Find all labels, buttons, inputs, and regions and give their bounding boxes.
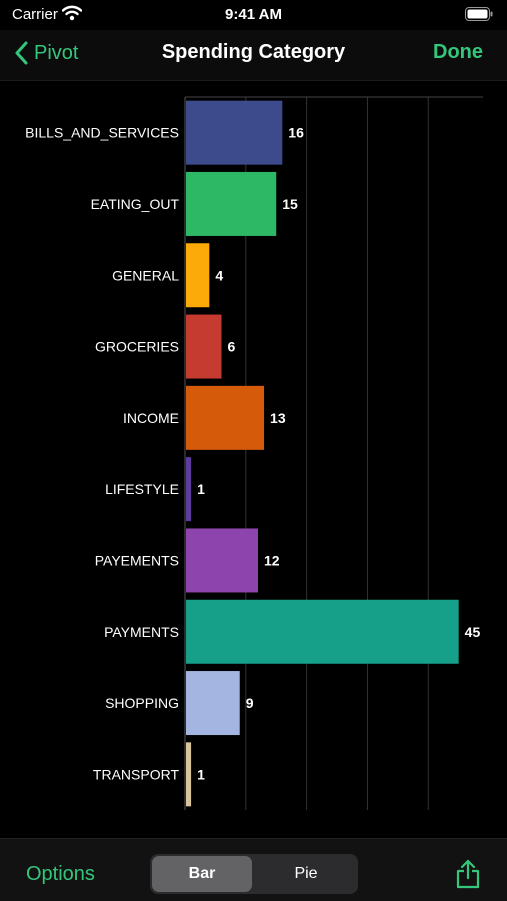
value-label: 15 (282, 196, 298, 212)
bar-income[interactable] (186, 385, 265, 450)
category-label: PAYMENTS (104, 624, 179, 640)
category-label: GENERAL (112, 267, 179, 283)
value-label: 4 (215, 267, 223, 283)
value-label: 45 (465, 624, 481, 640)
battery-icon (465, 7, 493, 26)
done-button[interactable]: Done (433, 41, 483, 63)
value-label: 16 (288, 125, 304, 141)
category-label: TRANSPORT (93, 766, 180, 782)
category-label: BILLS_AND_SERVICES (25, 125, 179, 141)
options-button[interactable]: Options (26, 863, 95, 885)
bar-bills-and-services[interactable] (186, 100, 283, 165)
bar-transport[interactable] (186, 742, 192, 807)
value-label: 12 (264, 552, 280, 568)
chevron-left-icon (15, 41, 28, 65)
value-label: 1 (197, 766, 205, 782)
value-label: 6 (227, 339, 235, 355)
navigation-bar: Pivot Spending Category Done (0, 30, 507, 81)
chart-type-segmented-control[interactable]: Bar Pie (150, 854, 358, 894)
share-icon[interactable] (455, 859, 481, 894)
value-label: 9 (246, 695, 254, 711)
bar-payements[interactable] (186, 528, 258, 593)
category-label: INCOME (123, 410, 179, 426)
value-label: 13 (270, 410, 286, 426)
category-label: PAYEMENTS (95, 552, 179, 568)
back-button-label: Pivot (34, 41, 79, 64)
status-time: 9:41 AM (225, 6, 282, 23)
bottom-toolbar: Options Bar Pie (0, 838, 507, 901)
bar-shopping[interactable] (186, 671, 240, 736)
wifi-icon (61, 5, 83, 26)
bar-eating-out[interactable] (186, 171, 277, 236)
category-label: EATING_OUT (91, 196, 180, 212)
bar-payments[interactable] (186, 599, 459, 664)
page-title: Spending Category (161, 41, 346, 63)
segment-pie[interactable]: Pie (294, 865, 318, 882)
bar-lifestyle[interactable] (186, 457, 192, 522)
bar-groceries[interactable] (186, 314, 222, 379)
category-label: SHOPPING (105, 695, 179, 711)
status-bar: Carrier 9:41 AM (0, 0, 507, 30)
bar-general[interactable] (186, 243, 210, 308)
carrier-label: Carrier (12, 6, 58, 23)
back-button[interactable]: Pivot (14, 38, 78, 68)
category-label: GROCERIES (95, 339, 179, 355)
segment-bar[interactable]: Bar (152, 856, 252, 892)
category-label: LIFESTYLE (105, 481, 179, 497)
value-label: 1 (197, 481, 205, 497)
chart-area: BILLS_AND_SERVICES 16 EATING_OUT 15 GENERAL 4… (0, 80, 507, 838)
